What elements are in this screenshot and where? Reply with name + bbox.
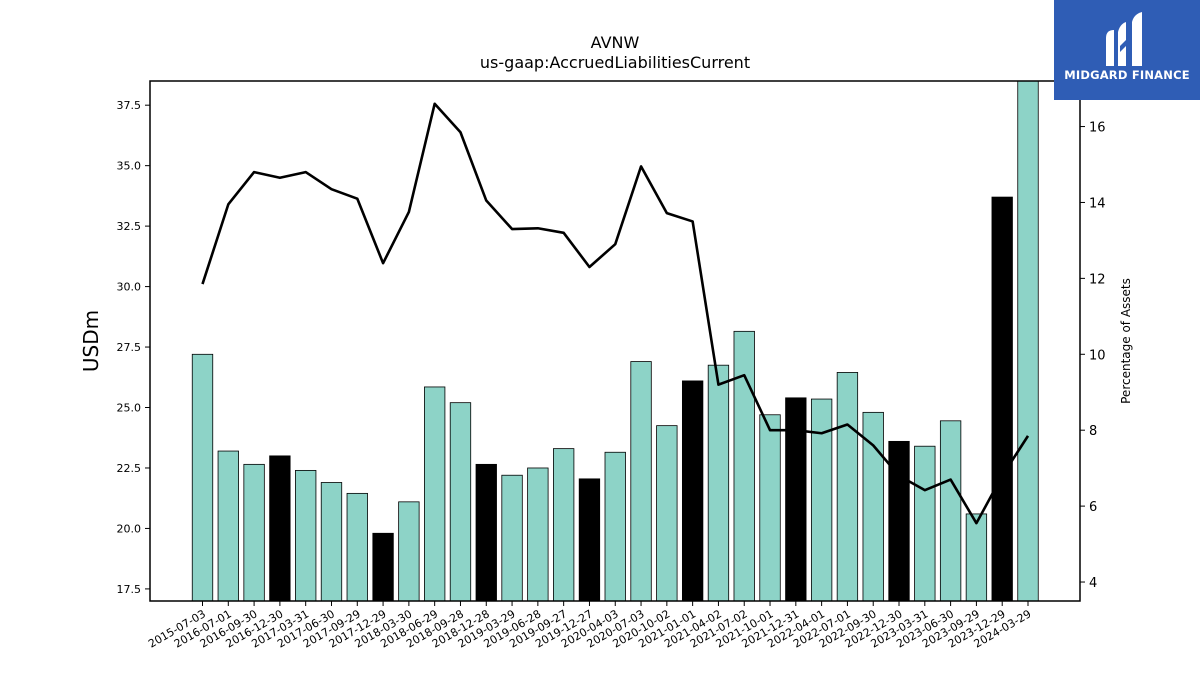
line-series	[201, 102, 1030, 525]
y-tick-label: 25.0	[117, 402, 142, 415]
bar-2018-06-29	[424, 386, 446, 602]
bar-2015-07-03	[191, 353, 214, 602]
chart-subtitle: us-gaap:AccruedLiabilitiesCurrent	[480, 53, 750, 72]
y2-tick-label: 14	[1089, 196, 1106, 211]
bar-2016-12-30	[269, 455, 291, 602]
bar-2017-12-29	[372, 532, 394, 602]
bar-2018-03-30	[398, 501, 420, 602]
logo-text: MIDGARD FINANCE	[1064, 68, 1190, 82]
y2-tick-label: 16	[1089, 121, 1106, 136]
bar-2021-12-31	[785, 397, 807, 602]
y-tick-label: 22.5	[117, 462, 142, 475]
bar-2021-10-01	[759, 414, 781, 602]
y2-axis: 4 6 8 10 12 14 16	[1080, 121, 1106, 591]
y-axis-label: USDm	[79, 310, 103, 372]
bar-2022-07-01	[836, 372, 859, 602]
bar-2021-04-02	[707, 364, 730, 602]
bar-2023-09-29	[965, 513, 988, 602]
y-axis: 17.5 20.0 22.5 25.0 27.5 30.0 32.5 35.0 37.5	[117, 99, 150, 596]
y-tick-label: 30.0	[117, 281, 142, 294]
bar-2021-01-01	[681, 380, 704, 602]
y2-tick-label: 10	[1089, 348, 1106, 363]
bar-2018-12-28	[475, 463, 497, 602]
bar-2023-06-30	[939, 420, 962, 602]
bar-2017-09-29	[346, 492, 368, 602]
y2-axis-label: Percentage of Assets	[1119, 278, 1133, 404]
bar-2016-07-01	[217, 450, 239, 602]
x-axis: 2015-07-032016-07-012016-09-302016-12-30…	[146, 601, 1034, 651]
y2-tick-label: 8	[1089, 424, 1097, 439]
y2-tick-label: 12	[1089, 272, 1106, 287]
bar-2017-03-31	[295, 469, 317, 602]
chart-title: AVNW	[591, 33, 640, 52]
brand-logo: MIDGARD FINANCE	[1054, 0, 1200, 100]
line-series-group	[201, 102, 1030, 525]
bar-2019-09-27	[553, 448, 575, 602]
bar-2024-03-29	[1017, 80, 1039, 602]
bar-2018-09-28	[449, 402, 472, 602]
y-tick-label: 32.5	[117, 220, 142, 233]
bar-2019-03-29	[501, 474, 523, 602]
bar-2020-04-03	[604, 451, 626, 602]
y2-tick-label: 4	[1089, 576, 1097, 591]
bar-2019-06-28	[527, 467, 549, 602]
y-tick-label: 20.0	[117, 522, 142, 535]
y-tick-label: 27.5	[117, 341, 142, 354]
logo-mark-icon	[1106, 12, 1142, 66]
y-tick-label: 17.5	[117, 583, 142, 596]
bar-series	[191, 80, 1039, 602]
bar-2023-03-31	[914, 445, 936, 602]
bar-2016-09-30	[243, 463, 265, 602]
bar-2022-04-01	[810, 398, 833, 602]
bar-2017-06-30	[320, 482, 343, 602]
y-tick-label: 35.0	[117, 160, 142, 173]
y2-tick-label: 6	[1089, 500, 1097, 515]
bar-2021-07-02	[733, 330, 755, 602]
bar-2023-12-29	[991, 196, 1013, 602]
bar-2020-07-03	[630, 361, 652, 602]
y-tick-label: 37.5	[117, 99, 142, 112]
bar-2020-10-02	[656, 425, 678, 602]
bar-2019-12-27	[578, 478, 601, 602]
